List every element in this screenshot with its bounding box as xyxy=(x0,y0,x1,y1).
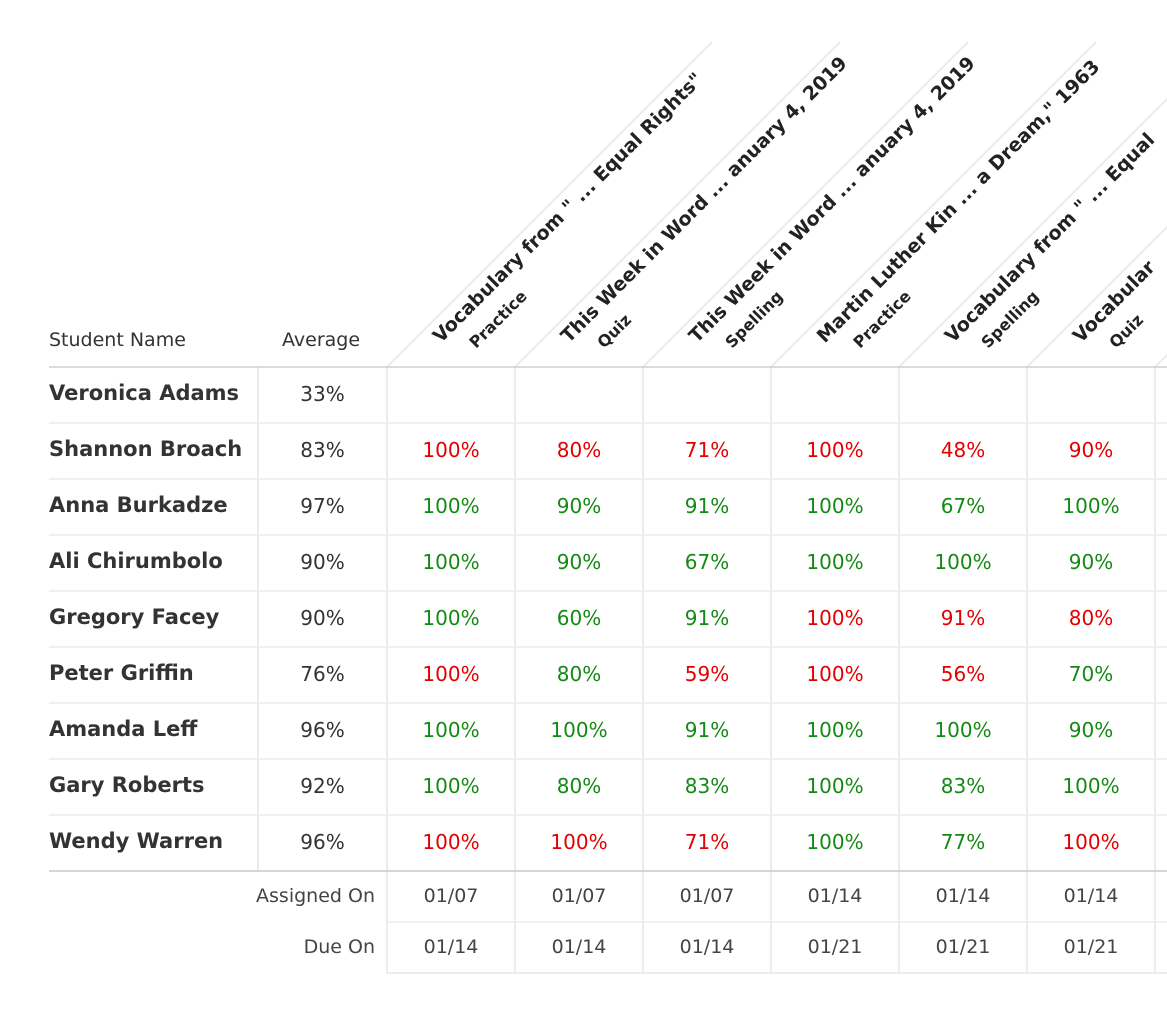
due-date: 01/21 xyxy=(1063,936,1119,958)
border xyxy=(642,41,969,368)
score: 100% xyxy=(806,718,864,742)
average: 96% xyxy=(300,718,345,742)
score: 90% xyxy=(556,494,602,518)
average: 33% xyxy=(300,382,345,406)
score: 71% xyxy=(684,830,730,854)
assigned-date: 01/14 xyxy=(1063,885,1119,907)
student-name: Amanda Leff xyxy=(49,717,198,741)
score: 83% xyxy=(940,774,986,798)
average: 97% xyxy=(300,494,345,518)
score: 80% xyxy=(1068,606,1114,630)
score: 100% xyxy=(1062,494,1120,518)
score: 80% xyxy=(556,438,602,462)
average: 90% xyxy=(300,606,345,630)
score: 100% xyxy=(422,438,480,462)
student-name: Wendy Warren xyxy=(49,829,224,853)
score: 100% xyxy=(806,606,864,630)
score: 60% xyxy=(556,606,602,630)
border xyxy=(898,97,1167,368)
due-date: 01/14 xyxy=(551,936,607,958)
average: 90% xyxy=(300,550,345,574)
student-name: Gregory Facey xyxy=(49,605,220,629)
score: 100% xyxy=(806,550,864,574)
average: 92% xyxy=(300,774,345,798)
score: 100% xyxy=(1062,830,1120,854)
score: 100% xyxy=(422,494,480,518)
score: 100% xyxy=(806,494,864,518)
student-name: Shannon Broach xyxy=(49,437,243,461)
score: 100% xyxy=(806,438,864,462)
student-name: Peter Griffin xyxy=(49,661,194,685)
assigned-date: 01/14 xyxy=(935,885,991,907)
score: 67% xyxy=(940,494,986,518)
score: 100% xyxy=(422,718,480,742)
score: 100% xyxy=(422,830,480,854)
score: 91% xyxy=(684,606,730,630)
score: 77% xyxy=(940,830,986,854)
score: 90% xyxy=(1068,718,1114,742)
due-label: Due On xyxy=(303,936,375,958)
due-date: 01/14 xyxy=(679,936,735,958)
score: 90% xyxy=(1068,438,1114,462)
score: 100% xyxy=(422,550,480,574)
border xyxy=(514,41,841,368)
score: 70% xyxy=(1068,662,1114,686)
score: 100% xyxy=(422,606,480,630)
due-date: 01/14 xyxy=(423,936,479,958)
student-name: Veronica Adams xyxy=(49,381,240,405)
score: 100% xyxy=(806,830,864,854)
score: 48% xyxy=(940,438,986,462)
score: 100% xyxy=(934,550,992,574)
score: 100% xyxy=(550,830,608,854)
due-date: 01/21 xyxy=(807,936,863,958)
score: 91% xyxy=(684,718,730,742)
score: 67% xyxy=(684,550,730,574)
average-header: Average xyxy=(282,329,361,351)
score: 100% xyxy=(806,662,864,686)
score: 80% xyxy=(556,662,602,686)
assigned-date: 01/07 xyxy=(551,885,607,907)
border xyxy=(386,41,713,368)
score: 100% xyxy=(1062,774,1120,798)
student-name: Anna Burkadze xyxy=(49,493,228,517)
assigned-date: 01/07 xyxy=(423,885,479,907)
student-name: Gary Roberts xyxy=(49,773,205,797)
score: 80% xyxy=(556,774,602,798)
assigned-date: 01/07 xyxy=(679,885,735,907)
student-name-header: Student Name xyxy=(49,329,186,351)
student-name: Ali Chirumbolo xyxy=(49,549,223,573)
score: 71% xyxy=(684,438,730,462)
score: 90% xyxy=(556,550,602,574)
score: 59% xyxy=(684,662,730,686)
border xyxy=(1154,353,1167,368)
score: 91% xyxy=(940,606,986,630)
score: 100% xyxy=(934,718,992,742)
border xyxy=(1026,225,1167,368)
assigned-label: Assigned On xyxy=(256,885,375,907)
average: 76% xyxy=(300,662,345,686)
average: 96% xyxy=(300,830,345,854)
border xyxy=(770,41,1097,368)
score: 100% xyxy=(806,774,864,798)
score: 91% xyxy=(684,494,730,518)
assigned-date: 01/14 xyxy=(807,885,863,907)
score: 100% xyxy=(422,662,480,686)
average: 83% xyxy=(300,438,345,462)
score: 100% xyxy=(550,718,608,742)
score: 56% xyxy=(940,662,986,686)
score: 83% xyxy=(684,774,730,798)
score: 90% xyxy=(1068,550,1114,574)
score: 100% xyxy=(422,774,480,798)
due-date: 01/21 xyxy=(935,936,991,958)
